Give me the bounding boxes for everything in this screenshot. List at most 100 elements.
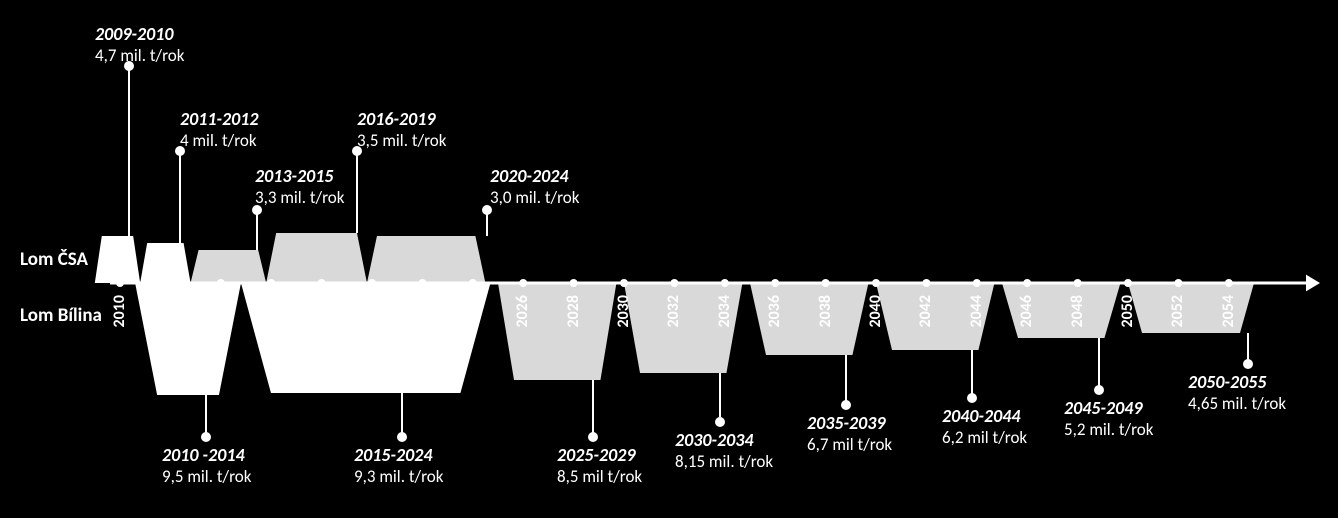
year-tick-2014 [217, 279, 225, 287]
year-tick-2032 [670, 279, 678, 287]
year-tick-2016 [267, 279, 275, 287]
leader-dot-bottom-3 [715, 417, 725, 427]
callout-amount: 4 mil. t/rok [180, 131, 259, 151]
leader-dot-bottom-5 [967, 393, 977, 403]
year-label-2032: 2032 [664, 295, 683, 327]
callout-period: 2050-2055 [1188, 372, 1286, 394]
year-tick-2054 [1225, 279, 1233, 287]
year-tick-2026 [519, 279, 527, 287]
year-tick-2046 [1023, 279, 1031, 287]
year-tick-2034 [721, 279, 729, 287]
callout-bottom-4: 2035-20396,7 mil t/rok [807, 413, 892, 455]
callout-top-1: 2011-20124 mil. t/rok [180, 109, 259, 151]
year-tick-2042 [922, 279, 930, 287]
chart-svg [0, 0, 1338, 518]
callout-bottom-1: 2015-20249,3 mil. t/rok [354, 445, 443, 487]
year-label-2044: 2044 [967, 295, 986, 327]
callout-bottom-6: 2045-20495,2 mil. t/rok [1064, 398, 1153, 440]
callout-bottom-7: 2050-20554,65 mil. t/rok [1188, 372, 1286, 414]
year-tick-2036 [771, 279, 779, 287]
year-label-2034: 2034 [715, 295, 734, 327]
year-tick-2018 [318, 279, 326, 287]
year-tick-2022 [418, 279, 426, 287]
year-label-2046: 2046 [1017, 295, 1036, 327]
callout-top-3: 2016-20193,5 mil. t/rok [357, 109, 446, 151]
callout-period: 2011-2012 [180, 109, 259, 131]
year-label-2050: 2050 [1118, 295, 1137, 327]
callout-amount: 6,2 mil t/rok [942, 428, 1027, 448]
era-top-0 [95, 236, 140, 283]
leader-dot-bottom-0 [201, 432, 211, 442]
year-label-2036: 2036 [765, 295, 784, 327]
leader-dot-bottom-2 [588, 432, 598, 442]
year-label-2020: 2020 [362, 295, 381, 327]
year-label-2040: 2040 [866, 295, 885, 327]
callout-bottom-2: 2025-20298,5 mil t/rok [557, 445, 642, 487]
callout-bottom-3: 2030-20348,15 mil. t/rok [675, 430, 773, 472]
callout-amount: 6,7 mil t/rok [807, 435, 892, 455]
callout-period: 2010 -2014 [162, 445, 251, 467]
callout-amount: 4,7 mil. t/rok [95, 46, 184, 66]
year-tick-2010 [116, 279, 124, 287]
year-label-2016: 2016 [261, 295, 280, 327]
callout-amount: 8,15 mil. t/rok [675, 452, 773, 472]
axis-label-bottom: Lom Bílina [20, 304, 102, 327]
year-label-2010: 2010 [110, 295, 129, 327]
year-tick-2044 [973, 279, 981, 287]
callout-amount: 5,2 mil. t/rok [1064, 420, 1153, 440]
year-tick-2020 [368, 279, 376, 287]
year-label-2026: 2026 [513, 295, 532, 327]
callout-amount: 3,0 mil. t/rok [490, 188, 579, 208]
callout-period: 2009-2010 [95, 24, 184, 46]
callout-period: 2016-2019 [357, 109, 446, 131]
year-tick-2030 [620, 279, 628, 287]
axis-label-top: Lom ČSA [20, 248, 88, 271]
year-label-2048: 2048 [1068, 295, 1087, 327]
year-tick-2028 [570, 279, 578, 287]
callout-period: 2045-2049 [1064, 398, 1153, 420]
callout-top-2: 2013-20153,3 mil. t/rok [255, 166, 344, 208]
callout-period: 2040-2044 [942, 406, 1027, 428]
callout-amount: 9,5 mil. t/rok [162, 467, 251, 487]
mining-timeline-chart: Lom ČSA Lom Bílina 2010 2012 2014 2016 2018 2… [0, 0, 1338, 518]
era-top-4 [367, 236, 485, 283]
year-label-2018: 2018 [312, 295, 331, 327]
leader-dot-bottom-7 [1243, 359, 1253, 369]
callout-period: 2035-2039 [807, 413, 892, 435]
callout-period: 2020-2024 [490, 166, 579, 188]
era-top-3 [266, 233, 367, 283]
year-label-2038: 2038 [816, 295, 835, 327]
year-tick-2038 [822, 279, 830, 287]
year-tick-2040 [872, 279, 880, 287]
era-top-1 [140, 243, 190, 283]
callout-period: 2015-2024 [354, 445, 443, 467]
year-label-2012: 2012 [160, 295, 179, 327]
year-label-2042: 2042 [916, 295, 935, 327]
year-tick-2050 [1124, 279, 1132, 287]
callout-bottom-0: 2010 -20149,5 mil. t/rok [162, 445, 251, 487]
callout-amount: 3,5 mil. t/rok [357, 131, 446, 151]
year-label-2014: 2014 [211, 295, 230, 327]
year-label-2052: 2052 [1168, 295, 1187, 327]
leader-dot-bottom-1 [397, 432, 407, 442]
callout-amount: 9,3 mil. t/rok [354, 467, 443, 487]
year-tick-2052 [1174, 279, 1182, 287]
year-tick-2048 [1074, 279, 1082, 287]
year-tick-2024 [469, 279, 477, 287]
year-label-2022: 2022 [412, 295, 431, 327]
callout-amount: 8,5 mil t/rok [557, 467, 642, 487]
callout-bottom-5: 2040-20446,2 mil t/rok [942, 406, 1027, 448]
callout-top-0: 2009-20104,7 mil. t/rok [95, 24, 184, 66]
era-top-2 [191, 250, 267, 283]
callout-period: 2025-2029 [557, 445, 642, 467]
leader-dot-bottom-6 [1094, 385, 1104, 395]
callout-amount: 4,65 mil. t/rok [1188, 394, 1286, 414]
callout-period: 2013-2015 [255, 166, 344, 188]
year-label-2054: 2054 [1219, 295, 1238, 327]
year-label-2024: 2024 [463, 295, 482, 327]
callout-period: 2030-2034 [675, 430, 773, 452]
year-tick-2012 [166, 279, 174, 287]
callout-amount: 3,3 mil. t/rok [255, 188, 344, 208]
callout-top-4: 2020-20243,0 mil. t/rok [490, 166, 579, 208]
axis-arrow [1306, 275, 1320, 292]
